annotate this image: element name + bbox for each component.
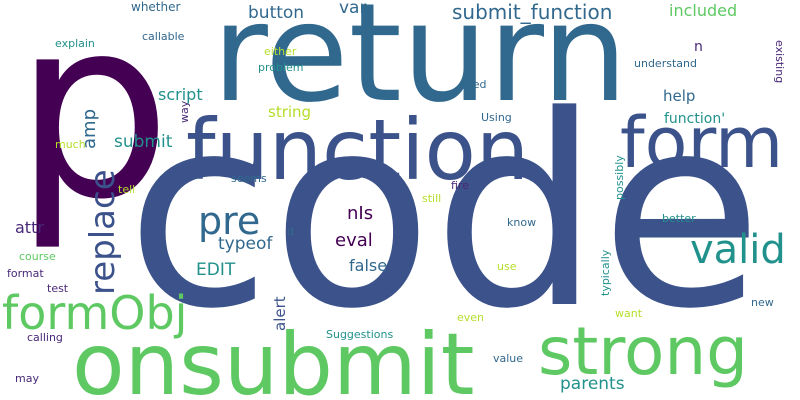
word-calling: calling [27, 331, 63, 344]
word-attr: attr [15, 218, 44, 237]
word-want: want [615, 307, 643, 320]
word-parents: parents [560, 374, 625, 394]
word-better: better [662, 212, 696, 225]
word-function: function [186, 101, 530, 199]
word-typeof: typeof [218, 234, 273, 254]
word-whether: whether [131, 0, 181, 14]
word-new: new [751, 296, 774, 309]
word-understand: understand [634, 57, 697, 70]
word-existing: existing [773, 40, 786, 84]
word-code: code [126, 60, 763, 367]
word-form: form [620, 102, 784, 184]
word-valid: valid [690, 227, 786, 273]
word-format: format [7, 267, 44, 280]
word-button: button [248, 3, 305, 23]
word-script: script [158, 85, 203, 104]
word-callable: callable [142, 30, 185, 43]
word-possibly: possibly [613, 155, 626, 200]
word-either: either [264, 45, 297, 58]
word-onsubmit: onsubmit [72, 315, 475, 400]
word-false: false [349, 256, 388, 275]
word-d: d [287, 225, 294, 238]
word-help: help [663, 87, 696, 105]
word-n: n [694, 39, 703, 55]
word-EDIT: EDIT [196, 260, 236, 280]
word-seems: seems [231, 172, 267, 185]
word-explain: explain [55, 37, 95, 50]
word-know: know [507, 216, 537, 229]
word-pre: pre [198, 199, 261, 243]
word-submit-function: submit_function [452, 0, 613, 24]
word-even: even [457, 311, 485, 324]
word-still: still [422, 192, 442, 205]
word-fire: fire [451, 179, 469, 192]
word-submit: submit [114, 132, 173, 152]
word-replace: replace [83, 169, 123, 295]
word-way: way [178, 100, 191, 123]
word-tell: tell [118, 183, 136, 196]
word-test: test [47, 282, 69, 295]
word-p: p [14, 0, 172, 254]
word-formObj: formObj [2, 286, 188, 340]
word-may: may [15, 372, 39, 385]
word-nIs: nIs [347, 203, 374, 224]
word-function-quote: function' [664, 111, 726, 127]
word-included: included [669, 1, 738, 20]
word-need: need [459, 78, 487, 91]
word-string: string [268, 103, 312, 121]
word-value: value [493, 352, 524, 365]
word-return: return [212, 0, 628, 133]
word-Suggestions: Suggestions [326, 328, 394, 341]
word-typically: typically [599, 249, 612, 296]
word-eval: eval [335, 230, 373, 251]
word-var: var [339, 0, 367, 18]
word-strong: strong [538, 313, 749, 390]
word-alert: alert [271, 296, 289, 331]
word-course: course [19, 250, 56, 263]
word-problem: problem [258, 61, 304, 74]
word-Using: Using [481, 111, 512, 124]
word-much: much [55, 138, 86, 151]
word-use: use [497, 260, 517, 273]
